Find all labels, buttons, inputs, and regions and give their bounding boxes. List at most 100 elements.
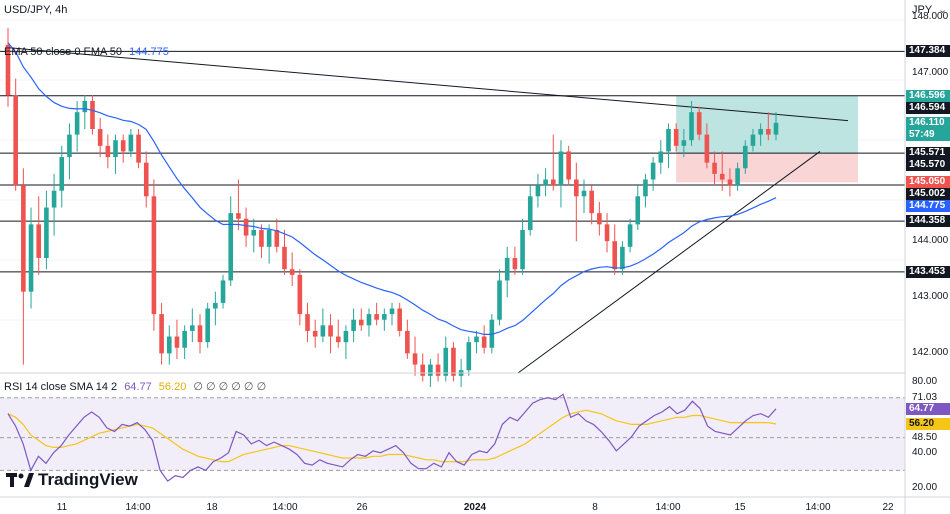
time-tick: 14:00 [805, 502, 831, 513]
tradingview-logo[interactable]: TradingView [6, 469, 138, 491]
candle-down [259, 224, 264, 259]
price-tick: 148.000 [912, 10, 949, 22]
time-tick: 8 [592, 502, 598, 513]
trend-lines [7, 47, 849, 374]
candle-up [558, 140, 564, 208]
candle-down [435, 353, 441, 382]
candle-body [205, 308, 210, 343]
candle-up [251, 218, 257, 253]
rsi-tick: 40.00 [912, 446, 938, 458]
candle-body [673, 129, 679, 146]
candle-down [335, 319, 341, 348]
candle-up [67, 123, 72, 180]
chevron-down-icon[interactable]: ⌄ [938, 4, 948, 16]
price-label: 144.775 [906, 200, 950, 213]
candle-body [735, 168, 740, 186]
candle-up [581, 179, 587, 214]
candle-body [320, 325, 326, 337]
candle-up [650, 157, 656, 191]
rsi-legend-value: 64.77 [124, 381, 152, 393]
candle-up [351, 308, 356, 343]
candle-down [451, 342, 456, 382]
candle-body [574, 179, 579, 197]
candle-up [128, 129, 134, 158]
candle-body [159, 314, 164, 354]
candle-up [474, 330, 479, 354]
candle-down [97, 117, 103, 158]
price-label: 145.571 [906, 147, 950, 160]
candle-body [696, 112, 702, 135]
candle-down [197, 314, 203, 354]
price-label: 144.358 [906, 215, 950, 228]
candle-body [604, 224, 610, 242]
candle-body [489, 319, 495, 348]
candle-down [604, 213, 610, 253]
candle-down [243, 207, 249, 247]
candle-body [497, 280, 502, 320]
candle-up [620, 241, 625, 275]
candle-body [666, 129, 671, 152]
candle-body [312, 330, 318, 337]
candle-body [190, 325, 195, 331]
candle-body [520, 229, 525, 270]
ema-legend-value: 144.775 [129, 46, 169, 58]
price-label: 147.384 [906, 45, 950, 58]
time-tick: 11 [56, 502, 68, 513]
ema-50-path [7, 42, 777, 335]
uptrend-line [517, 151, 821, 374]
candle-up [59, 145, 65, 208]
candle-body [558, 151, 564, 186]
candle-body [504, 258, 510, 281]
candle-body [428, 364, 433, 376]
candle-body [643, 179, 648, 197]
candle-up [666, 123, 671, 169]
candle-up [28, 207, 34, 309]
candle-body [59, 157, 65, 191]
candle-body [535, 185, 541, 197]
candle-body [766, 129, 771, 135]
rsi-legend-label: RSI 14 close SMA 14 2 [4, 381, 118, 393]
candlestick-series [5, 28, 779, 388]
candle-up [443, 336, 449, 382]
candle-body [742, 145, 748, 169]
ema-50-line [7, 42, 777, 335]
position-zones [676, 95, 858, 183]
candle-up [366, 308, 372, 337]
candle-down [574, 162, 579, 242]
rsi-line [7, 393, 777, 482]
candle-body [166, 336, 172, 354]
candle-down [282, 229, 287, 275]
rsi-tick: 48.50 [912, 431, 938, 443]
candle-body [374, 314, 379, 320]
candle-up [389, 302, 395, 326]
price-label: 145.002 [906, 188, 950, 201]
candle-body [243, 218, 249, 236]
candle-body [750, 134, 756, 146]
candle-down [374, 302, 379, 326]
candle-down [143, 151, 149, 208]
candle-down [297, 269, 303, 326]
candle-body [213, 302, 218, 309]
candle-body [120, 140, 126, 152]
candle-body [727, 179, 733, 186]
candle-body [597, 213, 602, 225]
currency-label: JPY [912, 4, 933, 16]
candle-body [627, 224, 633, 247]
rsi-band-fill [0, 397, 905, 471]
candle-up [658, 140, 664, 174]
candle-up [266, 224, 272, 264]
candle-body [397, 308, 402, 331]
candle-down [612, 224, 618, 275]
candle-body [704, 134, 710, 163]
candle-up [643, 173, 648, 208]
candle-body [28, 224, 34, 292]
time-tick: 14:00 [272, 502, 298, 513]
price-label: 145.050 [906, 176, 950, 189]
candle-body [90, 100, 95, 130]
candle-body [650, 162, 656, 180]
candle-body [36, 224, 42, 259]
rsi-tick: 71.03 [912, 391, 938, 403]
rsi-label: 56.20 [906, 418, 950, 431]
candle-body [589, 190, 594, 214]
